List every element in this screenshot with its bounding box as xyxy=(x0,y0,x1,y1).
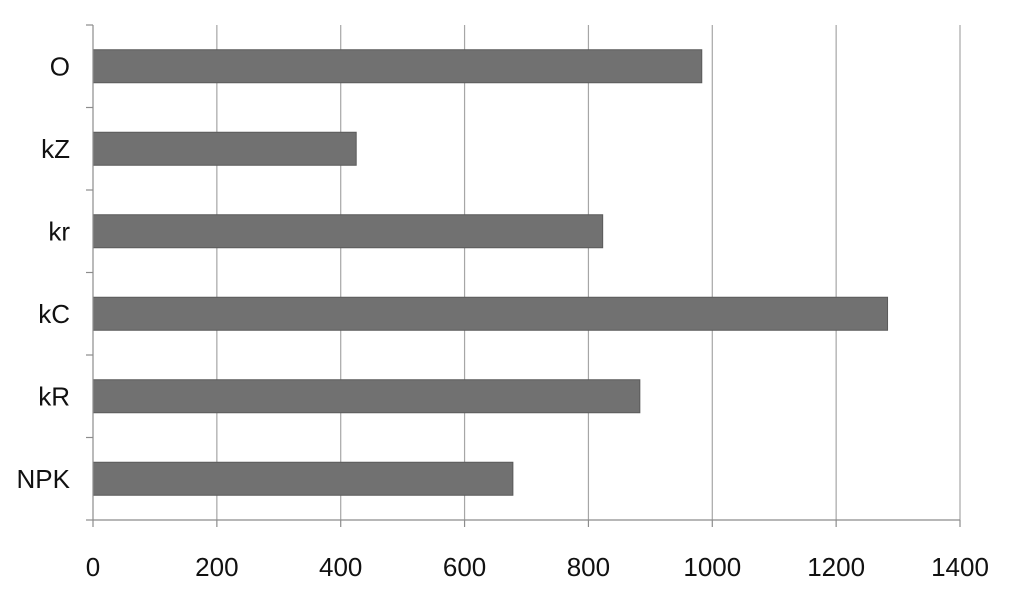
x-tick-label: 200 xyxy=(195,552,238,582)
x-tick-label: 600 xyxy=(443,552,486,582)
y-category-label: kZ xyxy=(41,134,70,164)
bar-O xyxy=(92,49,703,84)
gridlines xyxy=(216,25,961,520)
y-category-label: O xyxy=(50,51,70,81)
bar-kC xyxy=(92,296,889,331)
bar-NPK xyxy=(92,461,514,496)
x-tick-label: 800 xyxy=(567,552,610,582)
x-tick-label: 1400 xyxy=(931,552,989,582)
bar-kR xyxy=(92,379,641,414)
y-category-labels: OkZ kr kC kR NPK xyxy=(17,51,71,494)
bar-kZ xyxy=(92,131,357,166)
axes xyxy=(86,24,961,527)
y-category-label: NPK xyxy=(17,464,71,494)
y-category-label: kC xyxy=(38,299,70,329)
y-category-label: kR xyxy=(38,381,70,411)
y-category-label: kr xyxy=(48,216,70,246)
x-tick-labels: 0 200 400 600 800 1000 1200 1400 xyxy=(86,552,989,582)
bars xyxy=(92,49,889,496)
x-tick-label: 1200 xyxy=(807,552,865,582)
x-tick-label: 0 xyxy=(86,552,100,582)
bar-kr xyxy=(92,214,604,249)
x-tick-label: 1000 xyxy=(683,552,741,582)
x-tick-label: 400 xyxy=(319,552,362,582)
